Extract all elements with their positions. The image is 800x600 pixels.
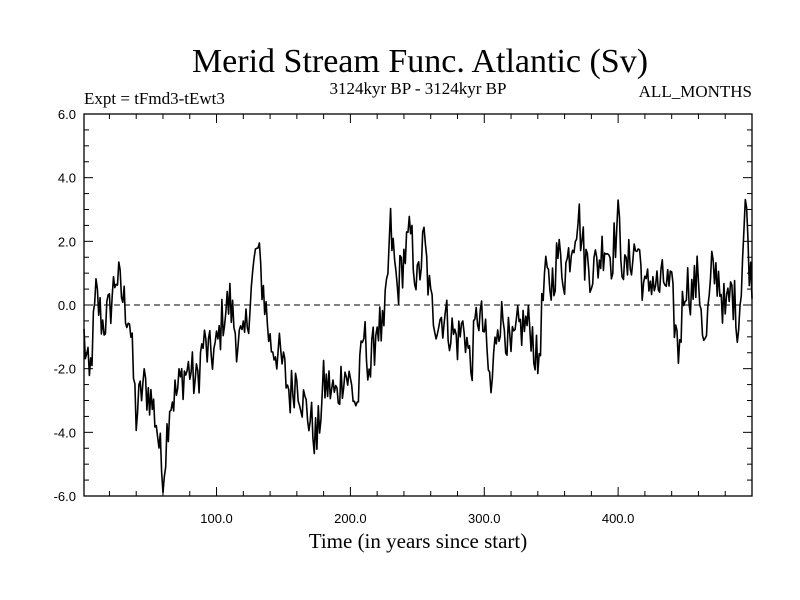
y-tick-label: -4.0 [54,425,76,440]
x-axis-label: Time (in years since start) [309,529,528,553]
y-tick-label: 4.0 [58,171,76,186]
x-tick-label: 100.0 [200,511,233,526]
x-tick-label: 400.0 [602,511,635,526]
axis-ticks [84,113,752,497]
chart-title: Merid Stream Func. Atlantic (Sv) [192,43,648,80]
series-line [83,198,753,494]
y-tick-label: 6.0 [58,107,76,122]
subtitle-experiment: Expt = tFmd3-tEwt3 [84,89,225,108]
subtitle-period: 3124kyr BP - 3124kyr BP [330,79,507,98]
axis-tick-labels: 100.0 200.0 300.0 400.0 -6.0 -4.0 -2.0 0.0 2.0 4.… [54,107,635,526]
subtitle-months: ALL_MONTHS [639,82,752,101]
y-tick-label: -6.0 [54,489,76,504]
x-tick-label: 200.0 [334,511,367,526]
y-tick-label: 0.0 [58,298,76,313]
y-tick-label: -2.0 [54,362,76,377]
y-tick-label: 2.0 [58,234,76,249]
x-tick-label: 300.0 [468,511,501,526]
